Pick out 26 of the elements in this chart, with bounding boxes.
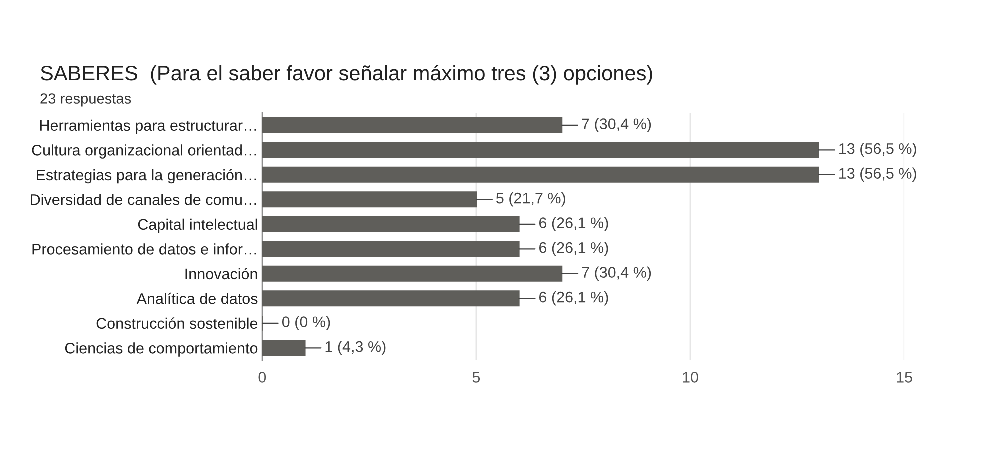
y-tick-label: Innovación	[186, 268, 258, 280]
data-label: 6 (26,1 %)	[539, 242, 608, 256]
data-label: 13 (56,5 %)	[840, 143, 916, 158]
y-tick-label: Procesamiento de datos e infor…	[32, 244, 256, 255]
data-label: 7 (30,4 %)	[582, 118, 652, 133]
x-tick-label: 0	[258, 372, 266, 383]
data-label: 6 (26,1 %)	[539, 217, 608, 232]
y-tick-label: Estrategias para la generación…	[37, 169, 256, 184]
y-tick-label: Capital intelectual	[138, 218, 258, 234]
data-label: 0 (0 %)	[282, 316, 330, 331]
data-label: 7 (30,4 %)	[582, 266, 652, 282]
y-tick-label: Ciencias de comportamiento	[65, 342, 258, 357]
data-label: 13 (56,5 %)	[840, 168, 916, 182]
text: 23 respuestas	[40, 94, 132, 107]
data-label: 1 (4,3 %)	[326, 341, 386, 356]
y-tick-label: Diversidad de canales de comu…	[31, 194, 256, 206]
y-tick-label: Herramientas para estructurar…	[40, 120, 256, 134]
x-tick-label: 10	[683, 372, 698, 383]
y-tick-label: Analítica de datos	[136, 292, 258, 304]
data-label: 5 (21,7 %)	[496, 192, 566, 207]
y-tick-label: Construcción sostenible	[96, 318, 258, 330]
y-tick-label: Cultura organizacional orientad…	[32, 144, 256, 159]
x-tick-label: 15	[897, 372, 912, 383]
chart-title: SABERES (Para el saber favor señalar máximo tres (3) opciones)	[40, 65, 652, 85]
x-tick-label: 5	[472, 372, 480, 383]
data-label: 6 (26,1 %)	[539, 292, 608, 306]
